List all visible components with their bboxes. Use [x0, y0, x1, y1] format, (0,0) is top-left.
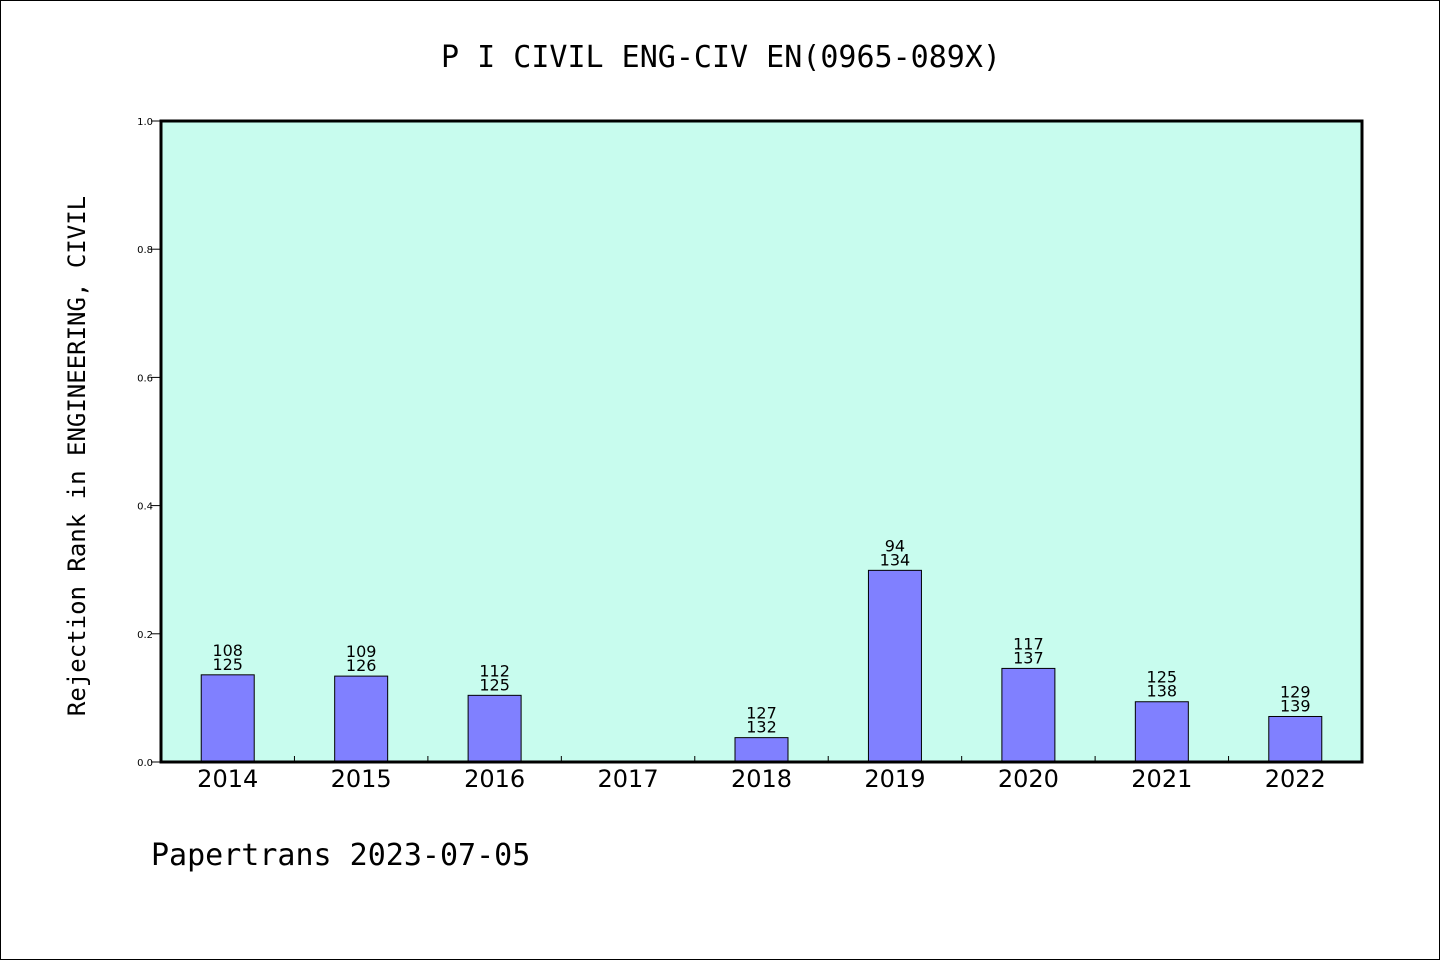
bar-label-top: 112 [479, 661, 510, 680]
bar-label-top: 117 [1013, 634, 1044, 653]
y-tick-label: 0.2 [137, 630, 153, 641]
bar-label-top: 108 [212, 641, 243, 660]
bar-label-top: 129 [1280, 682, 1311, 701]
x-tick-label: 2014 [197, 765, 258, 793]
x-tick-label: 2019 [864, 765, 925, 793]
bar-2021 [1134, 701, 1189, 763]
x-tick-label: 2022 [1265, 765, 1326, 793]
x-tick-label: 2016 [464, 765, 525, 793]
bar-label-bottom: 125 [212, 655, 243, 674]
bar-label-bottom: 126 [346, 656, 377, 675]
x-tick-label: 2018 [731, 765, 792, 793]
bar-2018 [734, 737, 789, 763]
y-tick-label: 0.6 [137, 373, 153, 384]
y-tick-label: 0.0 [137, 758, 153, 769]
y-tick-label: 0.8 [137, 245, 153, 256]
bar-2022 [1268, 715, 1323, 763]
footer-credit: Papertrans 2023-07-05 [151, 838, 530, 873]
x-tick-label: 2015 [331, 765, 392, 793]
bar-label-top: 127 [746, 704, 777, 723]
bar-label-bottom: 139 [1280, 696, 1311, 715]
bar-label-bottom: 137 [1013, 648, 1044, 667]
bar-2020 [1001, 667, 1056, 763]
y-axis: 0.0 0.2 0.4 0.6 0.8 1.0 [137, 117, 161, 769]
bar-label-top: 109 [346, 642, 377, 661]
bar-label-bottom: 134 [880, 550, 911, 569]
x-tick-label: 2020 [998, 765, 1059, 793]
bar-2015 [334, 675, 389, 763]
plot-border [159, 119, 1364, 764]
y-axis-label: Rejection Rank in ENGINEERING, CIVIL [63, 196, 91, 716]
bar-label-bottom: 138 [1147, 682, 1178, 701]
x-tick-label: 2017 [598, 765, 659, 793]
y-tick-label: 1.0 [137, 117, 153, 128]
bar-2019 [867, 569, 922, 763]
y-tick-label: 0.4 [137, 502, 153, 513]
chart-title: P I CIVIL ENG-CIV EN(0965-089X) [441, 40, 1001, 75]
bar-label-bottom: 132 [746, 718, 777, 737]
bar-2016 [467, 694, 522, 763]
plot-area [161, 121, 1362, 762]
bar-label-bottom: 125 [479, 675, 510, 694]
bar-label-top: 94 [885, 536, 905, 555]
bar-label-top: 125 [1147, 668, 1178, 687]
bar-2014 [200, 674, 255, 763]
x-tick-label: 2021 [1131, 765, 1192, 793]
x-axis: 2014 2015 2016 2017 2018 2019 2020 2021 2022 [197, 756, 1326, 793]
